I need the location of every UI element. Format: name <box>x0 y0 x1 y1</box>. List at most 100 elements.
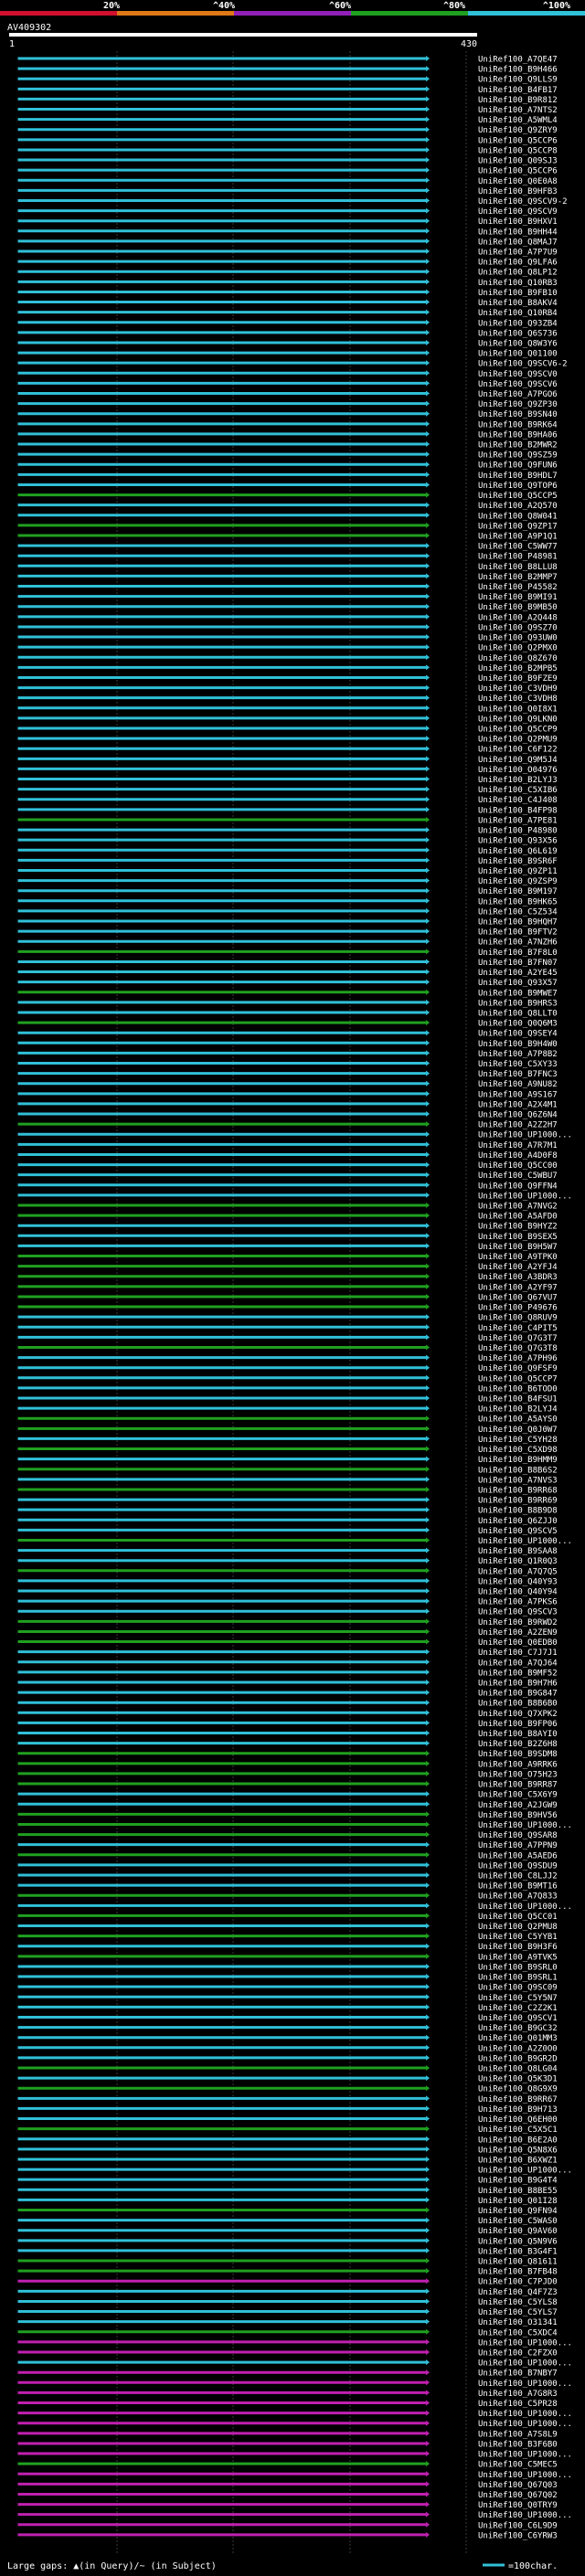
hit-label[interactable]: UniRef100_Q5CCP6 <box>478 136 558 145</box>
hit-label[interactable]: UniRef100_B4FSU1 <box>478 1395 558 1405</box>
hit-label[interactable]: UniRef100_A7NVG2 <box>478 1202 558 1211</box>
hit-label[interactable]: UniRef100_B9RR67 <box>478 2095 558 2104</box>
hit-label[interactable]: UniRef100_A7S8L9 <box>478 2430 558 2439</box>
hit-label[interactable]: UniRef100_B8AYI0 <box>478 1730 558 1739</box>
hit-label[interactable]: UniRef100_Q7G3T8 <box>478 1344 558 1353</box>
hit-label[interactable]: UniRef100_Q9TOP6 <box>478 482 558 491</box>
hit-label[interactable]: UniRef100_Q9ZSP9 <box>478 877 558 886</box>
hit-label[interactable]: UniRef100_A9TVK5 <box>478 1953 558 1962</box>
hit-label[interactable]: UniRef100_UP1000... <box>478 1821 572 1830</box>
hit-label[interactable]: UniRef100_Q9LKN0 <box>478 715 558 724</box>
hit-label[interactable]: UniRef100_Q2PMU9 <box>478 736 558 745</box>
hit-label[interactable]: UniRef100_A2Q448 <box>478 613 558 622</box>
hit-label[interactable]: UniRef100_Q93X56 <box>478 837 558 846</box>
hit-label[interactable]: UniRef100_A9S167 <box>478 1090 558 1099</box>
hit-label[interactable]: UniRef100_A7PKS6 <box>478 1598 558 1607</box>
hit-label[interactable]: UniRef100_Q40Y94 <box>478 1588 558 1597</box>
hit-label[interactable]: UniRef100_Q9SAR8 <box>478 1831 558 1840</box>
hit-label[interactable]: UniRef100_A7Q833 <box>478 1892 558 1902</box>
hit-label[interactable]: UniRef100_UP1000... <box>478 2451 572 2460</box>
hit-label[interactable]: UniRef100_A9P1Q1 <box>478 532 558 541</box>
hit-label[interactable]: UniRef100_P48980 <box>478 827 558 836</box>
hit-label[interactable]: UniRef100_Q8LLT0 <box>478 1009 558 1018</box>
hit-label[interactable]: UniRef100_C5WBU7 <box>478 1171 558 1181</box>
hit-label[interactable]: UniRef100_Q93UW0 <box>478 634 558 643</box>
hit-label[interactable]: UniRef100_A7QE47 <box>478 56 558 65</box>
hit-label[interactable]: UniRef100_Q5CCP5 <box>478 492 558 501</box>
hit-label[interactable]: UniRef100_B9H3F6 <box>478 1943 558 1952</box>
hit-label[interactable]: UniRef100_A7PH96 <box>478 1354 558 1363</box>
hit-label[interactable]: UniRef100_Q9SCV9 <box>478 207 558 217</box>
hit-label[interactable]: UniRef100_Q67VU7 <box>478 1293 558 1302</box>
hit-label[interactable]: UniRef100_Q4F7Z3 <box>478 2288 558 2297</box>
hit-label[interactable]: UniRef100_Q40Y93 <box>478 1577 558 1586</box>
hit-label[interactable]: UniRef100_P49676 <box>478 1304 558 1313</box>
hit-label[interactable]: UniRef100_Q67Q02 <box>478 2491 558 2500</box>
hit-label[interactable]: UniRef100_Q8MAJ7 <box>478 238 558 247</box>
hit-label[interactable]: UniRef100_B9FP06 <box>478 1720 558 1729</box>
hit-label[interactable]: UniRef100_Q9SDU9 <box>478 1861 558 1871</box>
hit-label[interactable]: UniRef100_Q8G9X9 <box>478 2085 558 2094</box>
hit-label[interactable]: UniRef100_UP1000... <box>478 2410 572 2419</box>
hit-label[interactable]: UniRef100_A7NVS3 <box>478 1476 558 1485</box>
hit-label[interactable]: UniRef100_B8LLU8 <box>478 563 558 572</box>
hit-label[interactable]: UniRef100_Q9LLS9 <box>478 76 558 85</box>
hit-label[interactable]: UniRef100_C8LJJ2 <box>478 1871 558 1881</box>
hit-label[interactable]: UniRef100_Q93ZB4 <box>478 319 558 328</box>
hit-label[interactable]: UniRef100_Q5CCP8 <box>478 146 558 155</box>
hit-label[interactable]: UniRef100_Q9SCV6-2 <box>478 360 568 369</box>
hit-label[interactable]: UniRef100_B6XWZ1 <box>478 2156 558 2165</box>
hit-label[interactable]: UniRef100_Q9SC09 <box>478 1984 558 1993</box>
hit-label[interactable]: UniRef100_C3VDH8 <box>478 694 558 704</box>
hit-label[interactable]: UniRef100_Q9M5J4 <box>478 756 558 765</box>
hit-label[interactable]: UniRef100_Q9ZRY9 <box>478 126 558 135</box>
hit-label[interactable]: UniRef100_Q09SJ3 <box>478 157 558 166</box>
hit-label[interactable]: UniRef100_C7J7J1 <box>478 1648 558 1658</box>
hit-label[interactable]: UniRef100_A5AFD0 <box>478 1213 558 1222</box>
hit-label[interactable]: UniRef100_Q0I8X1 <box>478 705 558 714</box>
hit-label[interactable]: UniRef100_B8BE55 <box>478 2187 558 2196</box>
hit-label[interactable]: UniRef100_A9NU82 <box>478 1080 558 1089</box>
hit-label[interactable]: UniRef100_B3F6B0 <box>478 2440 558 2449</box>
hit-label[interactable]: UniRef100_UP1000... <box>478 2471 572 2480</box>
hit-label[interactable]: UniRef100_B9FB10 <box>478 289 558 298</box>
hit-label[interactable]: UniRef100_C4PIT5 <box>478 1324 558 1333</box>
hit-label[interactable]: UniRef100_C5X5C1 <box>478 2125 558 2135</box>
hit-label[interactable]: UniRef100_Q9FFN4 <box>478 1182 558 1191</box>
hit-label[interactable]: UniRef100_Q0TRY9 <box>478 2501 558 2510</box>
hit-label[interactable]: UniRef100_B9G847 <box>478 1690 558 1699</box>
hit-label[interactable]: UniRef100_B9HFB3 <box>478 187 558 196</box>
hit-label[interactable]: UniRef100_A4D0F8 <box>478 1151 558 1161</box>
hit-label[interactable]: UniRef100_B9SEX5 <box>478 1233 558 1242</box>
hit-label[interactable]: UniRef100_Q0EDB0 <box>478 1638 558 1648</box>
hit-label[interactable]: UniRef100_UP1000... <box>478 2420 572 2429</box>
hit-label[interactable]: UniRef100_UP1000... <box>478 1903 572 1912</box>
hit-label[interactable]: UniRef100_B7F8L0 <box>478 949 558 958</box>
hit-label[interactable]: UniRef100_B8AKV4 <box>478 299 558 308</box>
hit-label[interactable]: UniRef100_B9SAA8 <box>478 1547 558 1556</box>
hit-label[interactable]: UniRef100_B8B9D8 <box>478 1507 558 1516</box>
hit-label[interactable]: UniRef100_UP1000... <box>478 2338 572 2348</box>
hit-label[interactable]: UniRef100_C5MEC5 <box>478 2461 558 2470</box>
hit-label[interactable]: UniRef100_C7PJD0 <box>478 2278 558 2287</box>
hit-label[interactable]: UniRef100_UP1000... <box>478 2380 572 2389</box>
hit-label[interactable]: UniRef100_B9RR68 <box>478 1486 558 1495</box>
hit-label[interactable]: UniRef100_A7Q7Q5 <box>478 1567 558 1576</box>
hit-label[interactable]: UniRef100_B9HXV1 <box>478 217 558 227</box>
hit-label[interactable]: UniRef100_C6YRW3 <box>478 2531 558 2540</box>
hit-label[interactable]: UniRef100_Q10RB4 <box>478 309 558 318</box>
hit-label[interactable]: UniRef100_A7P8B2 <box>478 1050 558 1059</box>
hit-label[interactable]: UniRef100_A7PE81 <box>478 816 558 825</box>
hit-label[interactable]: UniRef100_Q9ZP30 <box>478 400 558 409</box>
hit-label[interactable]: UniRef100_C6F122 <box>478 746 558 755</box>
hit-label[interactable]: UniRef100_A2ZEN9 <box>478 1628 558 1638</box>
hit-label[interactable]: UniRef100_Q8LP12 <box>478 269 558 278</box>
hit-label[interactable]: UniRef100_A2Z0O0 <box>478 2044 558 2053</box>
hit-label[interactable]: UniRef100_B9H7H6 <box>478 1679 558 1688</box>
hit-label[interactable]: UniRef100_UP1000... <box>478 1537 572 1546</box>
hit-label[interactable]: UniRef100_C6L9D9 <box>478 2521 558 2530</box>
hit-label[interactable]: UniRef100_C5Z534 <box>478 907 558 917</box>
hit-label[interactable]: UniRef100_Q5N9V6 <box>478 2237 558 2246</box>
hit-label[interactable]: UniRef100_A3BDR3 <box>478 1273 558 1282</box>
hit-label[interactable]: UniRef100_B7FB48 <box>478 2268 558 2277</box>
